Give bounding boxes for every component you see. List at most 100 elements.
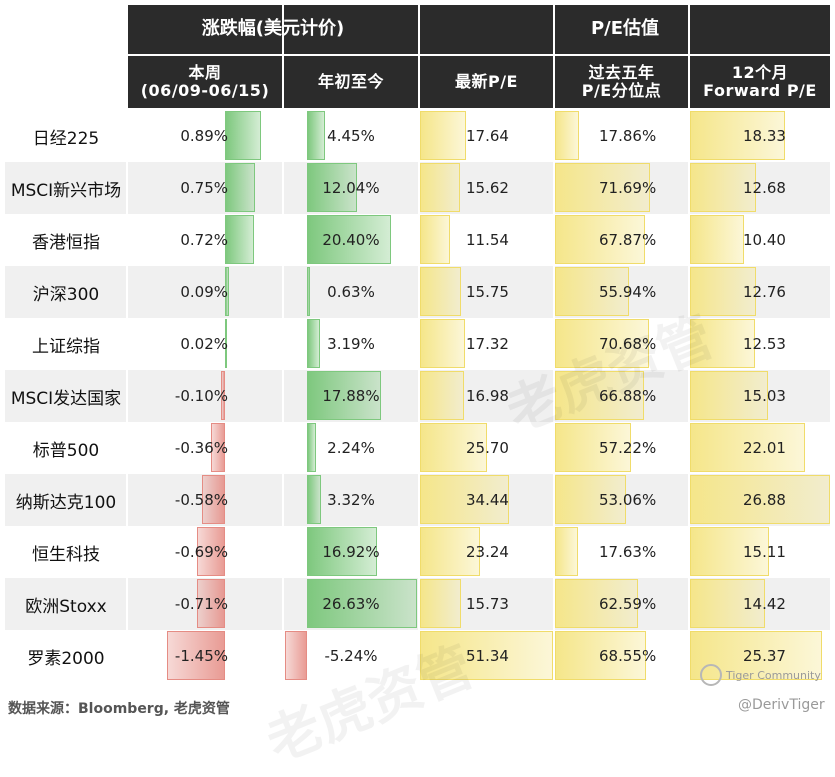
forward-pe-bar (690, 267, 757, 316)
pe-bar (420, 579, 461, 628)
week-change-value: 0.89% (180, 127, 228, 145)
row-label: 标普500 (32, 440, 100, 461)
forward-pe-bar (690, 111, 786, 160)
ytd-change-value: 17.88% (322, 387, 380, 405)
week-change-value: 0.02% (180, 335, 228, 353)
forward-pe-value: 10.40 (743, 231, 786, 249)
pe-bar (420, 319, 465, 368)
ytd-change-bar (307, 111, 326, 160)
week-change-value: -0.10% (174, 387, 228, 405)
ytd-change-value: 3.19% (327, 335, 375, 353)
pe-bar (420, 111, 466, 160)
forward-pe-bar (690, 319, 756, 368)
pe-percentile-value: 17.63% (599, 543, 657, 561)
pe-value: 34.44 (466, 491, 509, 509)
week-change-bar (221, 371, 225, 420)
pe-value: 15.75 (466, 283, 509, 301)
author-handle: @DerivTiger (738, 697, 825, 713)
ytd-change-value: 12.04% (322, 179, 380, 197)
row-label: MSCI发达国家 (10, 388, 122, 409)
pe-bar (420, 475, 510, 524)
pe-value: 16.98 (466, 387, 509, 405)
week-change-value: 0.72% (180, 231, 228, 249)
source-note: 数据来源：Bloomberg, 老虎资管 (8, 701, 230, 717)
row-label: 上证综指 (32, 336, 100, 357)
pe-percentile-bar (555, 423, 632, 472)
forward-pe-value: 12.53 (743, 335, 786, 353)
week-change-bar (225, 319, 227, 368)
tiger-logo-icon (700, 664, 722, 686)
forward-pe-bar (690, 475, 830, 524)
ytd-change-value: 16.92% (322, 543, 380, 561)
col-header-week: 本周 (06/09-06/15) (128, 56, 282, 108)
pe-percentile-value: 57.22% (599, 439, 657, 457)
pe-percentile-bar (555, 163, 651, 212)
pe-percentile-bar (555, 527, 579, 576)
pe-bar (420, 163, 461, 212)
forward-pe-bar (690, 423, 805, 472)
ytd-change-bar (307, 579, 417, 628)
ytd-change-bar (307, 163, 357, 212)
week-change-value: 0.75% (180, 179, 228, 197)
week-change-value: -0.71% (174, 595, 228, 613)
ytd-change-bar (307, 267, 310, 316)
pe-bar (420, 267, 461, 316)
pe-percentile-bar (555, 475, 626, 524)
row-label: 沪深300 (32, 284, 100, 305)
forward-pe-bar (690, 371, 769, 420)
ytd-change-value: -5.24% (324, 647, 378, 665)
pe-percentile-value: 53.06% (599, 491, 657, 509)
week-change-bar (225, 267, 229, 316)
col-header-pe-percentile: 过去五年 P/E分位点 (555, 56, 688, 108)
pe-value: 17.32 (466, 335, 509, 353)
col-header-ytd: 年初至今 (284, 56, 418, 108)
forward-pe-bar (690, 579, 766, 628)
ytd-change-value: 3.32% (327, 491, 375, 509)
pe-value: 15.73 (466, 595, 509, 613)
pe-percentile-bar (555, 631, 647, 680)
forward-pe-value: 26.88 (743, 491, 786, 509)
week-change-bar (225, 163, 255, 212)
ytd-change-bar (285, 631, 307, 680)
pe-percentile-value: 17.86% (599, 127, 657, 145)
ytd-change-value: 2.24% (327, 439, 375, 457)
column-separator (282, 5, 284, 682)
forward-pe-value: 25.37 (743, 647, 786, 665)
row-label: 日经225 (32, 128, 100, 149)
ytd-change-bar (307, 215, 392, 264)
column-separator (126, 5, 128, 682)
column-separator (418, 5, 420, 682)
ytd-change-bar (307, 371, 381, 420)
ytd-change-bar (307, 527, 377, 576)
header-group-pe: P/E估值 (420, 5, 830, 54)
forward-pe-value: 14.42 (743, 595, 786, 613)
week-change-bar (167, 631, 225, 680)
week-change-bar (196, 579, 225, 628)
week-change-value: 0.09% (180, 283, 228, 301)
pe-bar (420, 527, 481, 576)
ytd-change-bar (307, 423, 317, 472)
column-separator (688, 5, 690, 682)
pe-bar (420, 371, 464, 420)
col-header-forward-pe: 12个月 Forward P/E (690, 56, 830, 108)
pe-percentile-value: 67.87% (599, 231, 657, 249)
pe-value: 15.62 (466, 179, 509, 197)
forward-pe-bar (690, 527, 769, 576)
ytd-change-value: 26.63% (322, 595, 380, 613)
pe-percentile-value: 68.55% (599, 647, 657, 665)
column-separator (553, 5, 555, 682)
forward-pe-value: 18.33 (743, 127, 786, 145)
forward-pe-value: 22.01 (743, 439, 786, 457)
week-change-bar (197, 527, 225, 576)
pe-bar (420, 215, 450, 264)
forward-pe-bar (690, 215, 745, 264)
pe-percentile-value: 71.69% (599, 179, 657, 197)
pe-percentile-value: 66.88% (599, 387, 657, 405)
pe-bar (420, 423, 487, 472)
week-change-value: -1.45% (174, 647, 228, 665)
pe-value: 17.64 (466, 127, 509, 145)
pe-percentile-bar (555, 371, 644, 420)
week-change-value: -0.58% (174, 491, 228, 509)
row-label: 罗素2000 (27, 648, 105, 669)
pe-value: 51.34 (466, 647, 509, 665)
